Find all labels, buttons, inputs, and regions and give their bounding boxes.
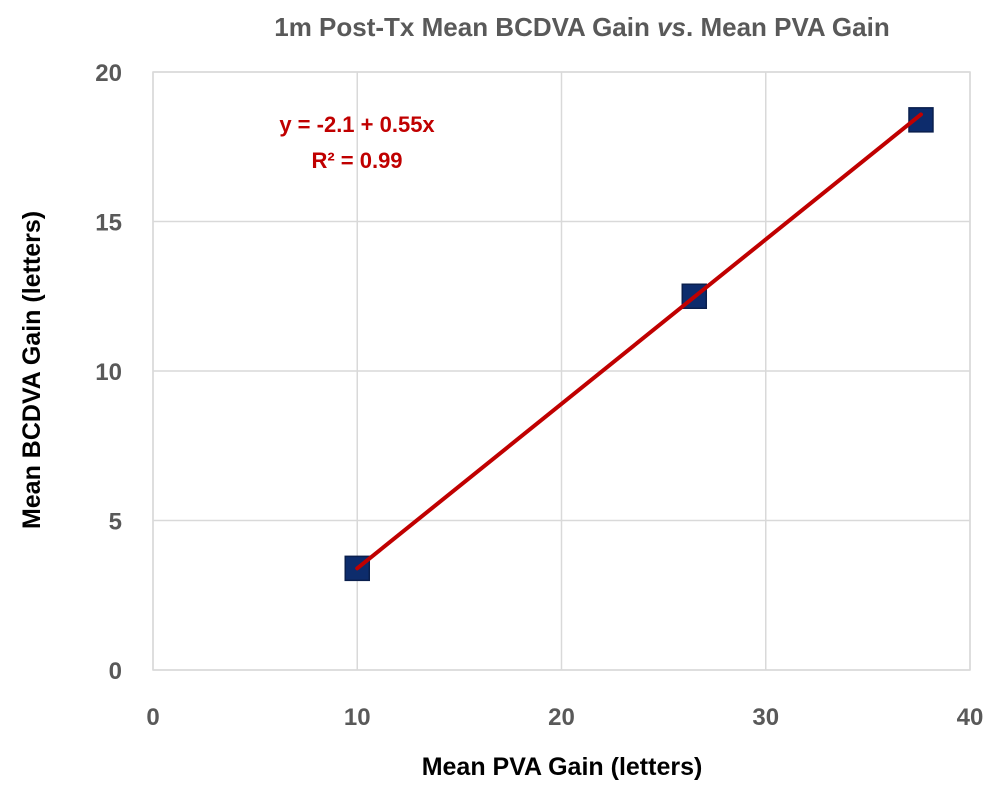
- y-tick-label-4: 20: [95, 60, 122, 87]
- trendline-r-squared: R² = 0.99: [311, 148, 402, 173]
- x-tick-label-0: 0: [146, 704, 159, 731]
- plot-area-frame: [152, 71, 971, 671]
- x-tick-label-1: 10: [344, 704, 371, 731]
- y-tick-label-2: 10: [95, 359, 122, 386]
- x-tick-label-2: 20: [548, 704, 575, 731]
- x-tick-label-4: 40: [957, 704, 984, 731]
- y-axis-title: Mean BCDVA Gain (letters): [18, 211, 46, 529]
- plot-gridlines: [152, 71, 971, 671]
- chart-title: 1m Post-Tx Mean BCDVA Gain vs. Mean PVA …: [274, 12, 889, 42]
- chart-title-prefix: 1m Post-Tx Mean BCDVA Gain: [274, 12, 657, 42]
- y-axis-tick-labels: 0 5 10 15 20: [95, 60, 122, 685]
- trendline: [355, 112, 923, 571]
- x-axis-tick-labels: 0 10 20 30 40: [146, 704, 983, 731]
- y-tick-label-3: 15: [95, 210, 122, 237]
- x-axis-title: Mean PVA Gain (letters): [422, 753, 703, 781]
- trendline-equation: y = -2.1 + 0.55x: [279, 112, 435, 137]
- y-tick-label-1: 5: [109, 509, 122, 536]
- chart-title-suffix: . Mean PVA Gain: [686, 12, 890, 42]
- y-tick-label-0: 0: [109, 658, 122, 685]
- x-tick-label-3: 30: [752, 704, 779, 731]
- chart-title-italic: vs: [657, 12, 686, 42]
